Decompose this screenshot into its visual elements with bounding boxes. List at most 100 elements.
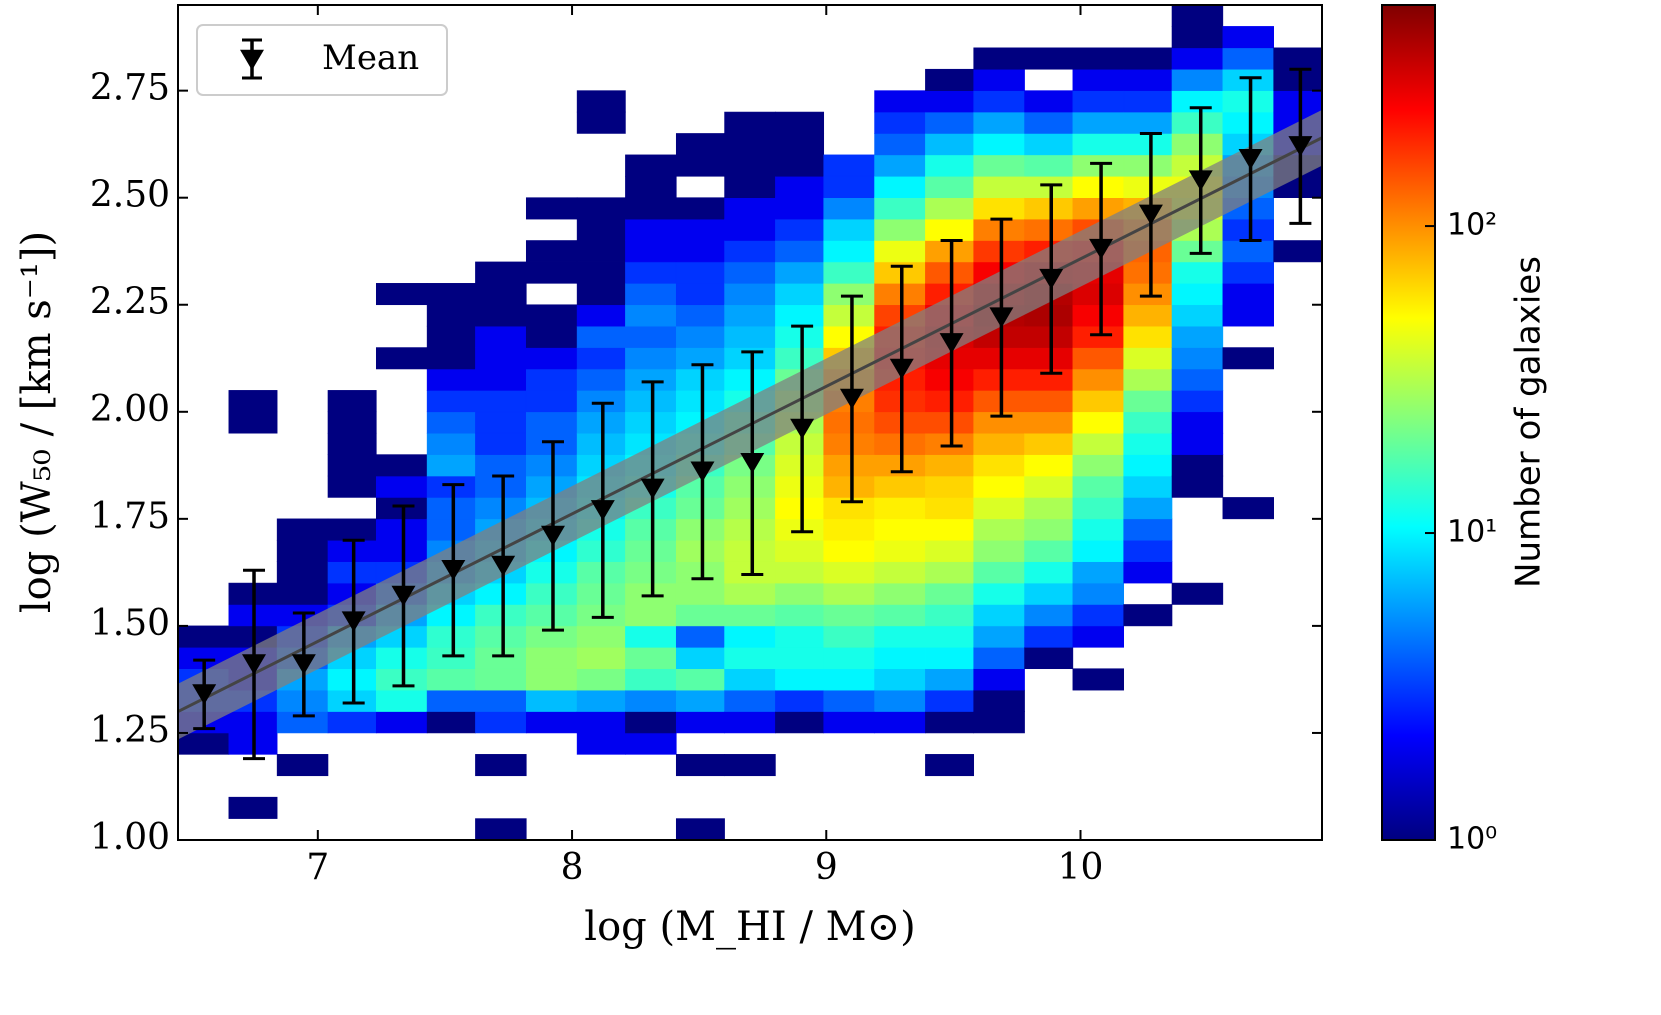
hist-cell	[1123, 518, 1173, 541]
hist-cell	[375, 347, 428, 370]
hist-cell	[525, 325, 578, 348]
hist-cell	[775, 625, 825, 648]
hist-cell	[1123, 454, 1173, 477]
hist-cell	[426, 475, 476, 498]
hist-cell	[874, 539, 926, 562]
hist-cell	[426, 432, 476, 455]
hist-cell	[775, 175, 825, 198]
hist-cell	[426, 711, 476, 734]
hist-cell	[724, 325, 776, 348]
hist-cell	[426, 689, 476, 712]
hist-cell	[475, 625, 527, 648]
hist-cell	[1123, 539, 1173, 562]
hist-cell	[1072, 432, 1125, 455]
hist-cell	[675, 218, 725, 241]
hist-cell	[1273, 90, 1323, 113]
hist-cell	[823, 218, 875, 241]
hist-cell	[576, 304, 626, 327]
hist-cell	[775, 689, 825, 712]
hist-cell	[1123, 154, 1173, 177]
hist-cell	[1171, 304, 1224, 327]
hist-cell	[823, 625, 875, 648]
colorbar-tick-label: 10⁰	[1447, 822, 1497, 857]
hist-cell	[973, 218, 1025, 241]
hist-cell	[1072, 175, 1125, 198]
hist-cell	[625, 240, 677, 263]
hist-cell	[724, 261, 776, 284]
hist-cell	[1123, 304, 1173, 327]
hist-cell	[973, 390, 1025, 413]
hist-cell	[925, 561, 975, 584]
hist-cell	[775, 218, 825, 241]
hist-cell	[823, 283, 875, 306]
hist-cell	[625, 175, 677, 198]
hist-cell	[724, 689, 776, 712]
hist-cell	[973, 625, 1025, 648]
hist-cell	[375, 647, 428, 670]
hist-cell	[775, 497, 825, 520]
hist-cell	[1123, 68, 1173, 91]
hist-cell	[973, 47, 1025, 70]
hist-cell	[1072, 539, 1125, 562]
hist-cell	[1072, 90, 1125, 113]
hist-cell	[724, 668, 776, 691]
plot-frame	[177, 4, 1323, 841]
hist-cell	[1024, 604, 1074, 627]
hist-cell	[823, 561, 875, 584]
hist-cell	[1222, 68, 1274, 91]
hist-cell	[823, 711, 875, 734]
hist-cell	[675, 368, 725, 391]
hist-cell	[1024, 411, 1074, 434]
hist-cell	[973, 432, 1025, 455]
hist-cell	[625, 197, 677, 220]
hist-cell	[1024, 539, 1074, 562]
hist-cell	[823, 304, 875, 327]
hist-cell	[973, 668, 1025, 691]
hist-cell	[525, 261, 578, 284]
hist-cell	[925, 711, 975, 734]
hist-cell	[724, 218, 776, 241]
hist-cell	[973, 582, 1025, 605]
hist-cell	[1171, 133, 1224, 156]
hist-cell	[724, 604, 776, 627]
hist-cell	[1072, 497, 1125, 520]
hist-cell	[475, 368, 527, 391]
hist-cell	[1123, 347, 1173, 370]
hist-cell	[327, 390, 377, 413]
hist-cell	[1171, 411, 1224, 434]
hist-cell	[1072, 304, 1125, 327]
hist-cell	[1123, 432, 1173, 455]
hist-cell	[426, 347, 476, 370]
hist-cell	[925, 432, 975, 455]
hist-cell	[925, 90, 975, 113]
hist-cell	[375, 283, 428, 306]
hist-cell	[475, 432, 527, 455]
hist-cell	[1222, 347, 1274, 370]
hist-cell	[775, 240, 825, 263]
hist-cell	[675, 625, 725, 648]
hist-cell	[724, 754, 776, 777]
hist-cell	[775, 668, 825, 691]
mean-marker	[291, 654, 316, 675]
hist-cell	[576, 261, 626, 284]
hist-cell	[775, 454, 825, 477]
hist-cell	[625, 304, 677, 327]
hist-cell	[327, 432, 377, 455]
hist-cell	[724, 475, 776, 498]
hist-cell	[1072, 368, 1125, 391]
hist-cell	[1171, 582, 1224, 605]
hist-cell	[475, 411, 527, 434]
hist-cell	[925, 68, 975, 91]
hist-cell	[525, 347, 578, 370]
hist-cell	[625, 689, 677, 712]
hist-cell	[874, 197, 926, 220]
hist-cell	[1123, 133, 1173, 156]
hist-cell	[1222, 111, 1274, 134]
hist-cell	[775, 539, 825, 562]
hist-cell	[874, 711, 926, 734]
hist-cell	[426, 518, 476, 541]
hist-cell	[874, 625, 926, 648]
hist-cell	[675, 818, 725, 841]
hist-cell	[375, 539, 428, 562]
y-tick-label: 2.25	[90, 282, 170, 323]
